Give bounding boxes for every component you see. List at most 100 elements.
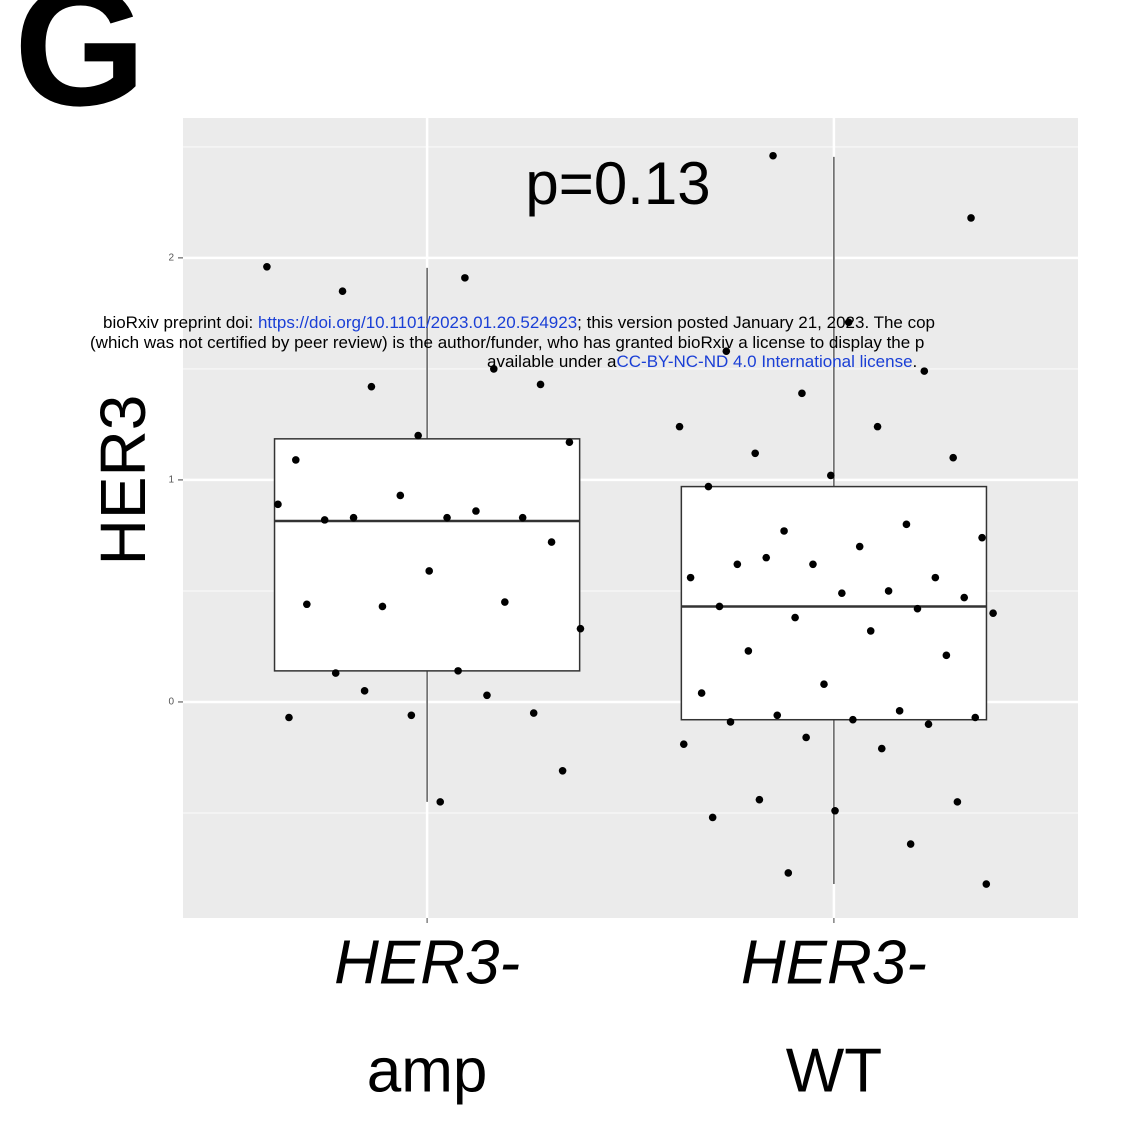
point bbox=[913, 604, 922, 613]
point bbox=[802, 733, 810, 742]
point bbox=[436, 798, 445, 806]
point bbox=[291, 456, 300, 464]
point bbox=[884, 587, 893, 595]
point bbox=[378, 602, 387, 611]
point bbox=[953, 798, 962, 806]
point bbox=[303, 600, 311, 609]
point bbox=[902, 520, 911, 529]
point bbox=[722, 347, 731, 355]
point bbox=[576, 624, 585, 633]
point bbox=[274, 500, 282, 509]
point bbox=[784, 869, 793, 877]
point bbox=[873, 422, 882, 431]
point bbox=[744, 647, 753, 655]
point bbox=[809, 560, 817, 569]
point bbox=[489, 365, 498, 373]
point bbox=[967, 214, 975, 222]
point bbox=[558, 766, 567, 775]
point bbox=[895, 707, 904, 715]
y-axis-label: HER3 bbox=[87, 395, 159, 566]
point bbox=[483, 691, 491, 700]
point bbox=[827, 471, 835, 480]
point bbox=[708, 813, 717, 822]
point bbox=[501, 598, 509, 606]
point bbox=[675, 422, 684, 431]
point bbox=[960, 593, 969, 602]
point bbox=[773, 711, 782, 720]
point bbox=[755, 795, 764, 804]
point bbox=[844, 318, 853, 327]
y-tick-label: 2 bbox=[168, 253, 174, 264]
text: ; this version posted January 21, 2023. … bbox=[577, 313, 936, 332]
point bbox=[726, 718, 735, 726]
text: bioRxiv preprint doi: bbox=[103, 313, 258, 332]
point bbox=[920, 367, 929, 375]
point bbox=[367, 382, 376, 391]
y-tick-label: 1 bbox=[168, 475, 174, 486]
point bbox=[360, 687, 369, 695]
point bbox=[942, 651, 951, 660]
point bbox=[989, 609, 997, 617]
point bbox=[454, 667, 462, 675]
point bbox=[820, 680, 828, 688]
point bbox=[715, 602, 724, 611]
y-tick-label: 0 bbox=[168, 697, 174, 708]
point bbox=[971, 713, 980, 722]
point bbox=[547, 538, 556, 546]
point bbox=[349, 513, 358, 522]
x-tick-label: WT bbox=[786, 1036, 882, 1105]
box bbox=[680, 485, 988, 721]
license-link[interactable]: CC-BY-NC-ND 4.0 International license bbox=[616, 352, 913, 371]
point bbox=[320, 516, 329, 524]
point bbox=[472, 507, 480, 515]
point bbox=[780, 527, 788, 535]
point bbox=[536, 380, 545, 389]
point bbox=[697, 689, 706, 697]
point bbox=[407, 711, 416, 720]
point bbox=[798, 389, 806, 398]
point bbox=[414, 431, 422, 440]
point bbox=[762, 553, 771, 562]
point bbox=[686, 573, 695, 582]
x-tick-label: HER3- bbox=[334, 928, 520, 997]
box bbox=[273, 438, 581, 672]
point bbox=[529, 709, 538, 717]
point bbox=[565, 438, 574, 446]
point bbox=[949, 453, 957, 462]
point bbox=[838, 589, 846, 597]
point bbox=[443, 513, 451, 522]
point bbox=[425, 567, 433, 575]
point bbox=[769, 151, 777, 160]
text: available under a bbox=[487, 352, 617, 371]
x-tick-label: HER3- bbox=[741, 928, 927, 997]
point bbox=[461, 274, 469, 282]
chart-title: p=0.13 bbox=[525, 150, 710, 217]
text: . bbox=[912, 352, 918, 371]
doi-link[interactable]: https://doi.org/10.1101/2023.01.20.52492… bbox=[257, 313, 578, 332]
point bbox=[866, 627, 875, 635]
point bbox=[396, 491, 405, 500]
point bbox=[331, 669, 340, 677]
x-tick-label: amp bbox=[367, 1036, 488, 1105]
point bbox=[931, 573, 940, 582]
point bbox=[877, 744, 886, 753]
point bbox=[285, 713, 293, 722]
point bbox=[982, 880, 991, 888]
point bbox=[751, 449, 759, 458]
point bbox=[924, 720, 933, 728]
point bbox=[338, 287, 347, 295]
point bbox=[978, 533, 986, 542]
point bbox=[704, 482, 713, 491]
point bbox=[831, 806, 839, 815]
point bbox=[791, 613, 799, 622]
point bbox=[263, 262, 271, 271]
point bbox=[906, 840, 915, 848]
point bbox=[733, 560, 742, 569]
point bbox=[679, 740, 688, 748]
point bbox=[518, 513, 527, 522]
watermark-line: available under aCC-BY-NC-ND 4.0 Interna… bbox=[487, 353, 917, 371]
point bbox=[849, 715, 857, 724]
watermark-line: bioRxiv preprint doi: https://doi.org/10… bbox=[103, 314, 935, 332]
